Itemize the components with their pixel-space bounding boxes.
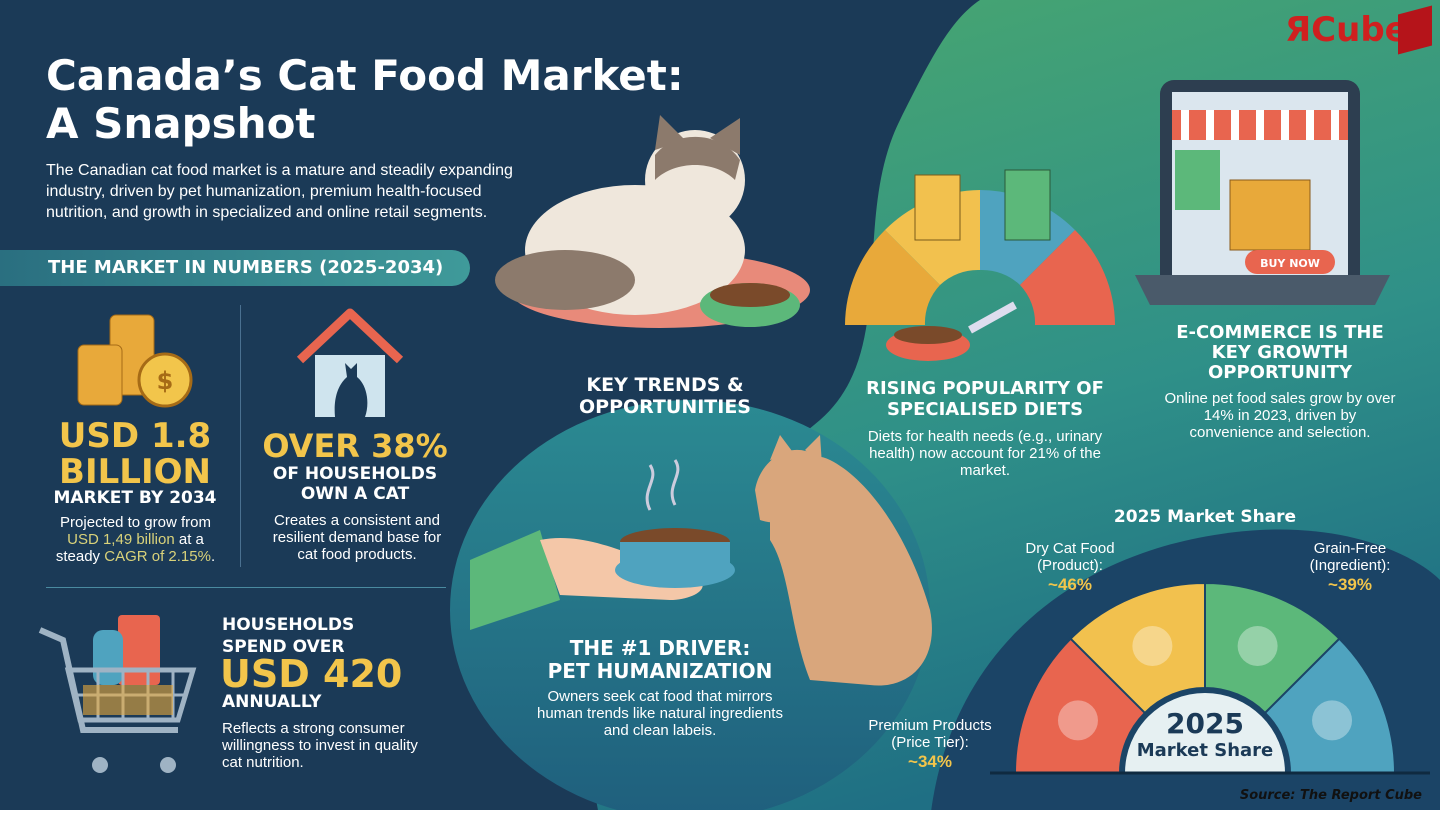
segment-label-grain-free: Grain-Free (Ingredient): ~39%: [1290, 540, 1410, 596]
gauge-center-label: 2025 Market Share: [1120, 707, 1290, 762]
highlight-value: USD 1,49 billion: [67, 531, 175, 548]
divider: [240, 305, 241, 567]
households-label: OF HOUSEHOLDS OWN A CAT: [250, 464, 460, 504]
trends-title: KEY TRENDS & OPPORTUNITIES: [560, 374, 770, 418]
market-share-title: 2025 Market Share: [1113, 507, 1297, 527]
title-line: PET HUMANIZATION: [547, 659, 773, 683]
specialised-diets-illustration: [845, 169, 1115, 361]
house-cat-icon: [296, 308, 404, 417]
label-line: OF HOUSEHOLDS: [272, 464, 438, 484]
sleeping-cat-illustration: [495, 115, 810, 328]
households-desc: Creates a consistent and resilient deman…: [272, 512, 442, 563]
desc-text: .: [210, 548, 216, 565]
market-share-gauge: [990, 581, 1430, 775]
market-label: MARKET BY 2034: [53, 488, 217, 508]
spend-desc: Reflects a strong consumer willingness t…: [222, 720, 418, 771]
label-line: HOUSEHOLDS: [222, 615, 355, 635]
segment-value: ~34%: [908, 752, 952, 771]
segment-value: ~46%: [1048, 575, 1092, 594]
award-ribbon-icon: [1057, 700, 1098, 741]
intro-text: The Canadian cat food market is a mature…: [46, 162, 513, 221]
label-line: SPEND OVER: [222, 637, 345, 657]
title-line: A Snapshot: [46, 99, 316, 148]
shopping-cart-icon: [38, 615, 197, 773]
center-label: Market Share: [1136, 740, 1274, 761]
market-desc: Projected to grow from USD 1,49 billion …: [48, 514, 223, 565]
driver-desc: Owners seek cat food that mirrors human …: [537, 688, 783, 739]
segment-label-dry: Dry Cat Food (Product): ~46%: [1005, 540, 1135, 596]
driver-title: THE #1 DRIVER: PET HUMANIZATION: [530, 637, 790, 683]
label-line: Dry Cat Food: [1025, 540, 1115, 557]
hand-feeding-cat-illustration: [470, 435, 932, 686]
ecommerce-desc: Online pet food sales grow by over 14% i…: [1164, 390, 1396, 441]
logo-text: ЯCube: [1285, 10, 1408, 50]
title-line: KEY TRENDS &: [586, 374, 744, 396]
food-bowl-icon: [1132, 625, 1173, 666]
title-line: OPPORTUNITIES: [579, 396, 751, 418]
logo: ЯCube: [1285, 10, 1408, 50]
desc-text: Projected to grow from: [60, 514, 211, 531]
title-line: SPECIALISED DIETS: [886, 399, 1084, 420]
spend-label: HOUSEHOLDS SPEND OVER: [222, 614, 354, 658]
no-grain-icon: [1237, 625, 1278, 666]
highlight-cagr: CAGR of 2.15%: [104, 548, 211, 565]
households-value: OVER 38%: [262, 427, 448, 465]
svg-text:$: $: [157, 367, 174, 395]
title-line: E-COMMERCE IS THE: [1176, 322, 1384, 343]
diets-desc: Diets for health needs (e.g., urinary he…: [867, 428, 1103, 479]
label-line: Premium Products: [868, 717, 992, 734]
ecommerce-title: E-COMMERCE IS THE KEY GROWTH OPPORTUNITY: [1150, 323, 1410, 383]
gauge-center: [1125, 693, 1285, 773]
spend-label-annually: ANNUALLY: [222, 692, 322, 712]
label-line: (Price Tier):: [891, 734, 969, 751]
title-line: Canada’s Cat Food Market:: [46, 51, 684, 100]
page-title: Canada’s Cat Food Market: A Snapshot: [46, 52, 684, 148]
title-line: OPPORTUNITY: [1207, 362, 1352, 383]
coins-icon: $: [77, 314, 193, 408]
divider: [46, 587, 446, 588]
desc-text: at a steady: [55, 531, 204, 565]
buy-now-button: BUY NOW: [1260, 257, 1320, 270]
segment-value: ~39%: [1328, 575, 1372, 594]
title-line: KEY GROWTH: [1211, 342, 1349, 363]
market-value-line: USD 1.8: [58, 416, 212, 456]
segment-label-premium: Premium Products (Price Tier): ~34%: [860, 717, 1000, 773]
section-title: THE MARKET IN NUMBERS (2025-2034): [0, 250, 470, 286]
label-line: OWN A CAT: [300, 484, 410, 504]
label-line: (Ingredient):: [1309, 557, 1391, 574]
diets-title: RISING POPULARITY OF SPECIALISED DIETS: [855, 378, 1115, 420]
title-line: RISING POPULARITY OF: [866, 378, 1104, 399]
spend-value: USD 420: [220, 652, 403, 696]
market-value-line: BILLION: [59, 452, 211, 492]
label-line: (Product):: [1037, 557, 1103, 574]
source-text: Source: The Report Cube: [1239, 788, 1422, 803]
label-line: Grain-Free: [1313, 540, 1387, 557]
center-year: 2025: [1166, 707, 1244, 740]
market-value: USD 1.8 BILLION: [40, 418, 230, 490]
premium-bag-icon: [1312, 700, 1353, 741]
title-line: THE #1 DRIVER:: [569, 636, 751, 660]
online-store-illustration: BUY NOW: [1135, 80, 1390, 305]
